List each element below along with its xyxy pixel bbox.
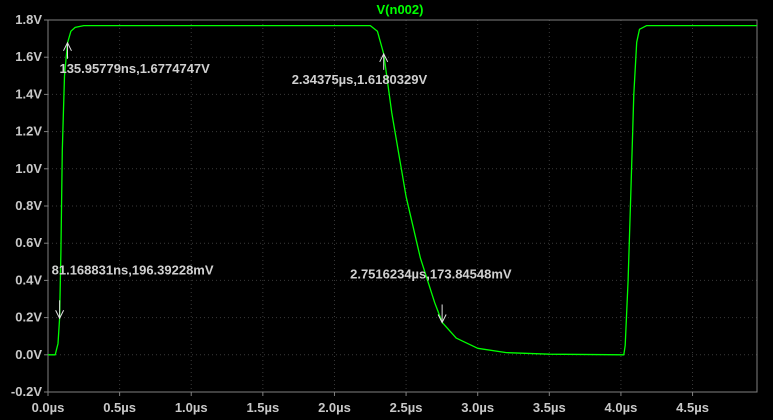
x-tick-label: 1.0µs [175,400,208,415]
annotation-label: 2.34375µs,1.6180329V [292,72,428,87]
x-tick-label: 4.0µs [605,400,638,415]
y-tick-label: 1.2V [15,124,42,139]
x-axis: 0.0µs 0.5µs 1.0µs 1.5µs 2.0µs 2.5µs 3.0µs 3.5µs… [32,392,709,415]
y-tick-label: 0.6V [15,235,42,250]
x-tick-label: 0.0µs [32,400,65,415]
annotation: 81.168831ns,196.39228mV [52,262,214,320]
annotation: 135.95779ns,1.6774747V [59,41,210,76]
y-tick-label: 1.8V [15,12,42,27]
x-tick-label: 0.5µs [103,400,136,415]
annotation-label: 2.7516234µs,173.84548mV [350,266,512,281]
y-tick-label: 0.0V [15,347,42,362]
annotation-arrowhead [379,52,389,63]
annotation-label: 81.168831ns,196.39228mV [52,262,214,277]
annotation-label: 135.95779ns,1.6774747V [59,61,210,76]
x-tick-label: 3.5µs [533,400,566,415]
x-tick-label: 2.0µs [318,400,351,415]
x-tick-label: 2.5µs [390,400,423,415]
cursor-annotations: 135.95779ns,1.6774747V 81.168831ns,196.39… [52,41,512,324]
y-tick-label: 1.0V [15,161,42,176]
y-tick-label: -0.2V [11,384,42,399]
y-axis: -0.2V 0.0V 0.2V 0.4V 0.6V 0.8V 1.0V 1.2V 1.4V 1.6… [11,12,48,399]
annotation-arrowhead [63,41,72,52]
annotation-arrowhead [437,314,447,324]
series-layer [48,24,757,356]
annotation: 2.7516234µs,173.84548mV [350,266,512,324]
y-tick-label: 0.8V [15,198,42,213]
x-tick-label: 4.5µs [676,400,709,415]
y-tick-label: 1.6V [15,49,42,64]
y-tick-label: 1.4V [15,86,42,101]
annotation-arrowhead [55,310,65,320]
annotation: 2.34375µs,1.6180329V [292,52,428,87]
y-tick-label: 0.4V [15,272,42,287]
y-tick-label: 0.2V [15,310,42,325]
series-line [48,24,757,356]
x-tick-label: 3.0µs [461,400,494,415]
chart-title: V(n002) [377,2,424,17]
x-tick-label: 1.5µs [246,400,279,415]
